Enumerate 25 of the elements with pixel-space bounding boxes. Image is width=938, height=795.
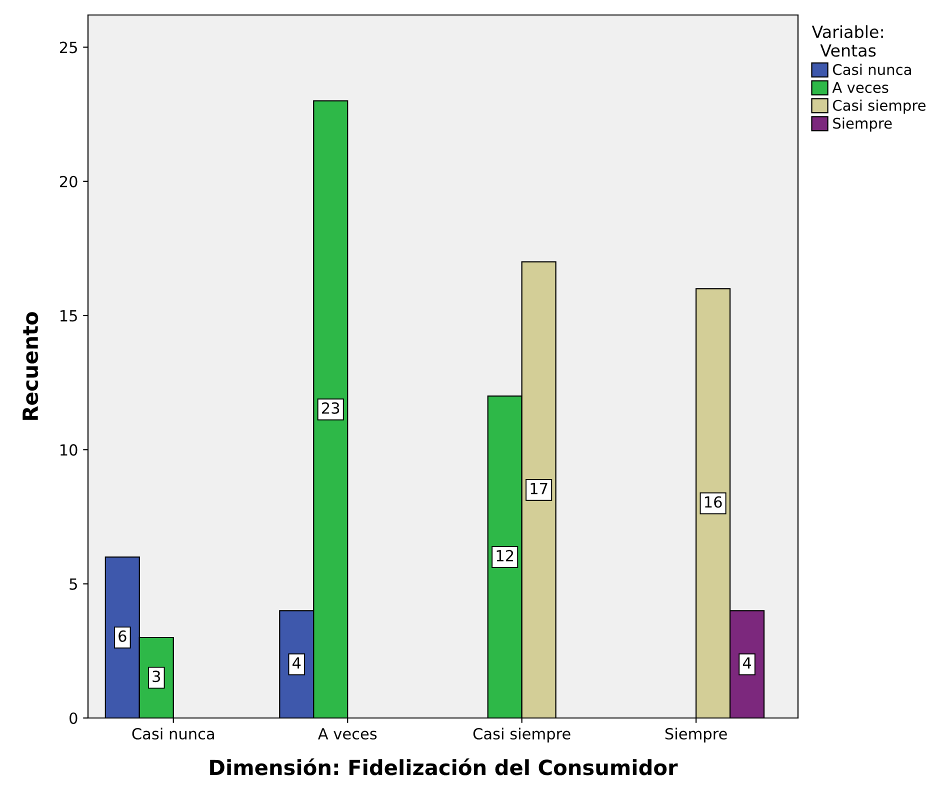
y-tick-label: 5 (70, 578, 77, 590)
x-tick-label: Casi siempre (473, 728, 570, 743)
legend-label: Casi siempre (832, 100, 926, 114)
data-label: 12 (496, 550, 514, 562)
y-axis-title: Recuento (22, 312, 38, 420)
legend-label: Siempre (833, 118, 892, 132)
y-tick-label: 20 (60, 176, 78, 188)
legend-title: Variable: Ventas (812, 25, 883, 57)
y-tick-label: 10 (60, 444, 78, 456)
legend-label: A veces (832, 82, 888, 93)
y-tick-label: 0 (70, 712, 78, 724)
x-tick-label: Siempre (665, 728, 727, 743)
y-tick-label: 25 (60, 42, 77, 54)
data-label: 16 (705, 496, 722, 508)
x-tick-label: A veces (318, 728, 377, 740)
x-tick-label: Casi nunca (132, 728, 214, 740)
x-axis-title: Dimensión: Fidelización del Consumidor (210, 758, 678, 776)
data-label: 4 (742, 657, 752, 669)
data-label: 4 (292, 657, 301, 669)
y-tick-label: 15 (60, 310, 77, 322)
data-label: 3 (152, 670, 160, 682)
data-label: 17 (530, 483, 548, 494)
legend-label: Casi nunca (832, 64, 911, 76)
data-label: 6 (118, 630, 126, 642)
data-label: 23 (322, 402, 340, 414)
